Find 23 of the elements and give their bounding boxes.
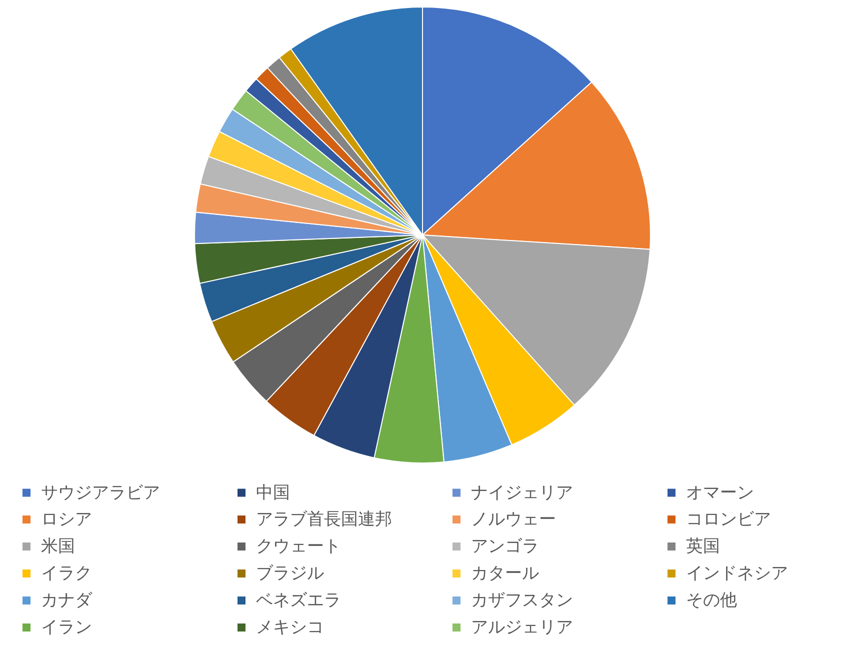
legend-label: 英国 xyxy=(686,536,720,556)
legend-label: オマーン xyxy=(686,482,754,503)
legend-label: ロシア xyxy=(41,510,92,530)
legend-label: クウェート xyxy=(256,536,341,556)
legend-label: インドネシア xyxy=(686,564,788,584)
legend-label: 米国 xyxy=(41,536,75,556)
legend-label: その他 xyxy=(686,590,737,610)
legend-label: アンゴラ xyxy=(471,536,539,556)
legend-label: ノルウェー xyxy=(471,510,556,530)
legend-label: カザフスタン xyxy=(471,590,573,610)
legend-label: サウジアラビア xyxy=(41,482,160,503)
legend-label: カナダ xyxy=(41,590,93,610)
legend-label: イラン xyxy=(41,618,92,638)
legend-label: カタール xyxy=(471,564,539,584)
legend-label: ベネズエラ xyxy=(256,590,341,610)
legend-label: アラブ首長国連邦 xyxy=(256,510,392,530)
legend-label: イラク xyxy=(41,564,92,584)
legend-label: アルジェリア xyxy=(471,618,573,638)
legend-label: 中国 xyxy=(256,482,290,503)
legend-label: ブラジル xyxy=(256,564,324,584)
legend-label: ナイジェリア xyxy=(471,482,573,503)
legend-label: コロンビア xyxy=(686,510,771,530)
legend-label: メキシコ xyxy=(256,618,324,638)
